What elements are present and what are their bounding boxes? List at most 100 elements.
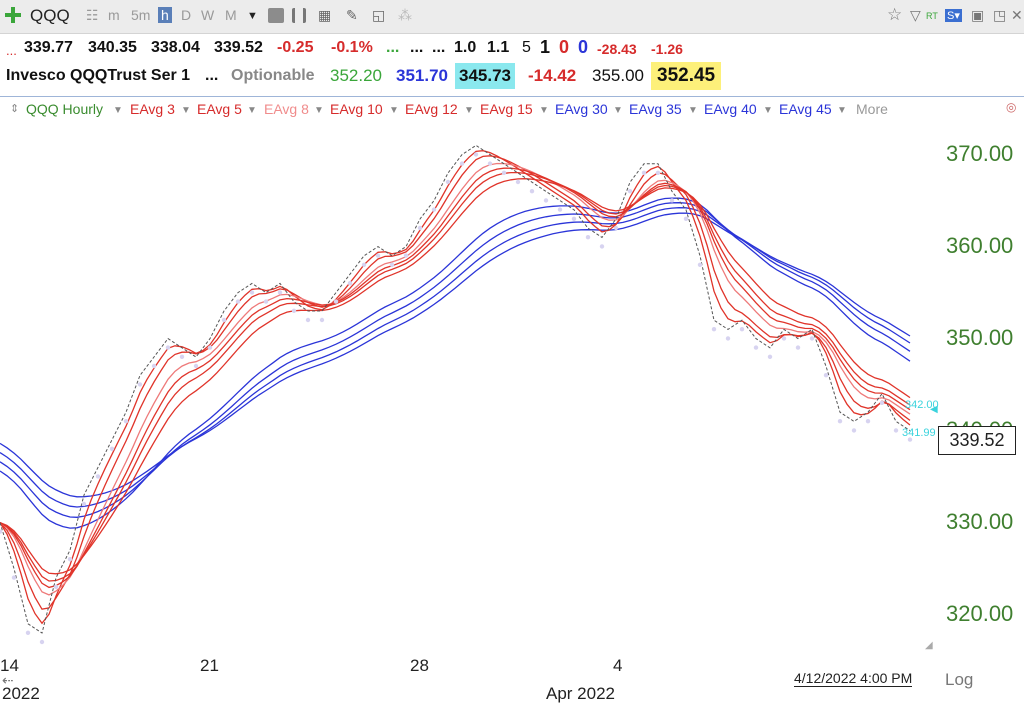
tf-monthly[interactable]: M	[225, 7, 237, 23]
chevron-down-icon[interactable]: ▼	[113, 105, 123, 116]
save-icon[interactable]: ▣	[971, 7, 985, 23]
legend-chart-name[interactable]: QQQ Hourly	[26, 101, 104, 117]
x-tick-label: 28	[410, 656, 429, 675]
ratio-value-1: 1.0	[454, 39, 477, 56]
tf-5min[interactable]: 5m	[131, 7, 151, 23]
price-point	[319, 317, 325, 323]
price-point	[445, 179, 451, 185]
chevron-down-icon[interactable]: ▼	[464, 105, 474, 116]
legend-eavg-45[interactable]: EAvg 45	[779, 101, 832, 117]
y-tick-label: 360.00	[946, 232, 1014, 258]
price-point	[529, 189, 535, 194]
price-point	[305, 317, 311, 323]
add-symbol-icon[interactable]	[5, 7, 21, 23]
legend-eavg-10[interactable]: EAvg 10	[330, 101, 383, 117]
price-point	[599, 244, 605, 249]
price-chart[interactable]	[0, 121, 935, 661]
price-point	[571, 216, 577, 221]
resize-corner-icon[interactable]: ◢	[925, 640, 933, 651]
tf-daily[interactable]: D	[181, 7, 192, 23]
short-ema-lines	[0, 150, 911, 625]
chevron-down-icon[interactable]: ▼	[247, 105, 257, 116]
shapes-icon[interactable]: ⁂	[398, 7, 412, 23]
bar-chart-icon[interactable]	[292, 8, 306, 23]
legend-eavg-8[interactable]: EAvg 8	[264, 101, 309, 117]
star-icon[interactable]: ☆	[887, 5, 903, 24]
price-point	[221, 317, 227, 323]
price-series-line	[0, 144, 911, 634]
filter-icon[interactable]: ▽	[910, 7, 921, 23]
scale-mode-toggle[interactable]: Log	[945, 670, 974, 689]
price-value-6: 352.45	[651, 62, 722, 90]
chevron-down-icon[interactable]: ▼	[389, 105, 399, 116]
sort-icon[interactable]: ⇕	[10, 103, 20, 115]
price-point	[347, 281, 353, 286]
ema-line-8	[0, 162, 911, 596]
price-point	[403, 253, 409, 258]
tf-minute[interactable]: m	[108, 7, 120, 23]
legend-eavg-15[interactable]: EAvg 15	[480, 101, 533, 117]
price-point	[809, 336, 815, 341]
y-tick-label: 330.00	[946, 508, 1014, 534]
table-icon[interactable]: ▦	[318, 7, 332, 23]
chevron-down-icon[interactable]: ▼	[314, 105, 324, 116]
scroll-left-icon[interactable]: ⇠	[2, 672, 14, 688]
chevron-down-icon[interactable]: ▼	[837, 105, 847, 116]
symbol-label[interactable]: QQQ	[30, 6, 70, 25]
price-point	[81, 501, 87, 507]
chevron-down-icon[interactable]: ▼	[181, 105, 191, 116]
ema-line-3	[0, 150, 911, 625]
legend-eavg-12[interactable]: EAvg 12	[405, 101, 458, 117]
long-ema-lines	[0, 197, 911, 529]
legend-eavg-35[interactable]: EAvg 35	[629, 101, 682, 117]
palette-icon[interactable]: ◎	[1006, 100, 1017, 114]
quote-row-2: Invesco QQQTrust Ser 1 ... Optionable 35…	[0, 62, 1024, 91]
chevron-down-icon[interactable]: ▼	[247, 10, 258, 22]
x-sublabel-month: Apr 2022	[546, 684, 615, 703]
dots-3: ...	[205, 67, 219, 84]
price-point	[837, 419, 843, 424]
price-point	[277, 290, 283, 295]
tf-hourly[interactable]: h	[158, 7, 172, 23]
price-point	[487, 161, 493, 166]
dots-1: ...	[410, 39, 424, 56]
change-pct-value: -0.1%	[331, 39, 373, 56]
price-point	[151, 363, 157, 369]
price-point	[711, 327, 717, 332]
count-value-2: 1	[540, 37, 551, 57]
window-icon[interactable]: ◱	[372, 7, 386, 23]
grid-menu-icon[interactable]: ☷	[86, 7, 99, 23]
legend-eavg-40[interactable]: EAvg 40	[704, 101, 757, 117]
tf-weekly[interactable]: W	[201, 7, 215, 23]
legend-eavg-3[interactable]: EAvg 3	[130, 101, 175, 117]
restore-icon[interactable]: ◳	[993, 7, 1007, 23]
dots-2: ...	[432, 39, 446, 56]
pencil-icon[interactable]: ✎	[346, 7, 358, 23]
optionable-label: Optionable	[231, 67, 315, 84]
ema-line-35	[0, 202, 911, 518]
legend-eavg-5[interactable]: EAvg 5	[197, 101, 242, 117]
price-point	[515, 179, 521, 185]
legend-eavg-30[interactable]: EAvg 30	[555, 101, 608, 117]
price-point	[865, 419, 871, 424]
price-point	[431, 207, 437, 212]
price-point	[669, 198, 675, 203]
x-tick-label: 4	[613, 656, 623, 675]
price-point	[627, 189, 633, 194]
price-point	[851, 428, 857, 433]
chevron-down-icon[interactable]: ▼	[688, 105, 698, 116]
realtime-icon[interactable]: RT	[926, 11, 938, 21]
x-tick-label: 21	[200, 656, 219, 675]
cyan-price-label-2: 341.99	[902, 427, 936, 439]
legend-more[interactable]: More	[856, 101, 888, 117]
chevron-down-icon[interactable]: ▼	[613, 105, 623, 116]
chevron-down-icon[interactable]: ▼	[539, 105, 549, 116]
price-point	[907, 437, 913, 442]
price-point	[753, 345, 759, 350]
chevron-down-icon[interactable]: ▼	[763, 105, 773, 116]
x-tick-label: 14	[0, 656, 19, 675]
price-point	[795, 345, 801, 350]
close-icon[interactable]: ✕	[1011, 7, 1023, 23]
sync-icon[interactable]: S▾	[945, 9, 962, 22]
text-tool-icon[interactable]	[268, 8, 284, 23]
